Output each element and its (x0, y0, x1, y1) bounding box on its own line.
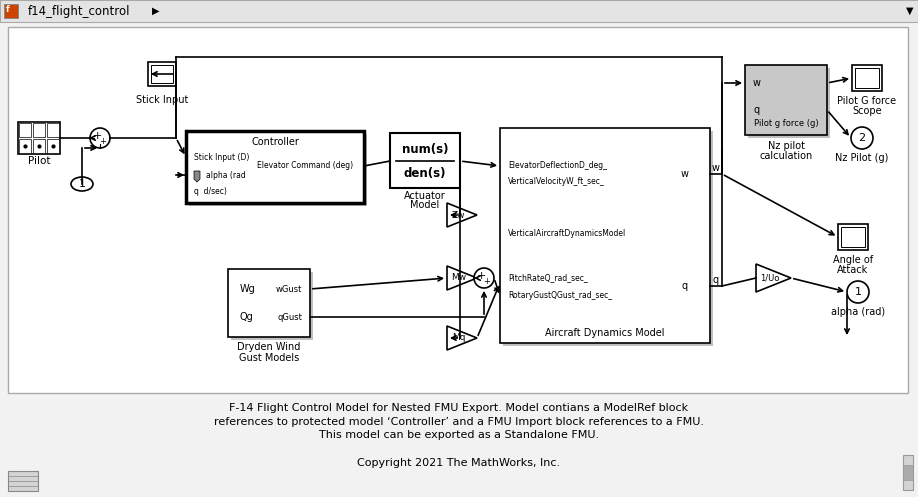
Text: This model can be exported as a Standalone FMU.: This model can be exported as a Standalo… (319, 430, 599, 440)
Text: den(s): den(s) (404, 167, 446, 180)
Text: Scope: Scope (852, 106, 882, 116)
FancyBboxPatch shape (500, 128, 710, 343)
Text: Controller: Controller (251, 137, 299, 147)
Text: Wg: Wg (240, 284, 256, 294)
Text: q: q (713, 275, 719, 285)
Polygon shape (447, 326, 477, 350)
Text: +: + (476, 271, 486, 281)
Circle shape (474, 268, 494, 288)
Polygon shape (194, 171, 200, 182)
Circle shape (847, 281, 869, 303)
Polygon shape (756, 264, 791, 292)
Text: Mq: Mq (452, 333, 465, 342)
Text: Stick Input: Stick Input (136, 95, 188, 105)
Text: PitchRateQ_rad_sec_: PitchRateQ_rad_sec_ (508, 273, 588, 282)
FancyBboxPatch shape (47, 139, 59, 153)
FancyBboxPatch shape (19, 123, 31, 137)
Text: +: + (484, 277, 490, 286)
Text: ▼: ▼ (906, 6, 913, 16)
FancyBboxPatch shape (903, 455, 913, 490)
Text: Gust Models: Gust Models (239, 353, 299, 363)
Text: qGust: qGust (277, 313, 302, 322)
Text: 2: 2 (858, 133, 866, 143)
Text: Aircraft Dynamics Model: Aircraft Dynamics Model (545, 328, 665, 338)
Text: Copyright 2021 The MathWorks, Inc.: Copyright 2021 The MathWorks, Inc. (357, 458, 561, 468)
Text: alpha (rad: alpha (rad (206, 170, 246, 179)
Text: f: f (6, 5, 10, 14)
FancyBboxPatch shape (19, 139, 31, 153)
Text: wGust: wGust (275, 284, 302, 294)
Text: calculation: calculation (759, 151, 812, 161)
FancyBboxPatch shape (8, 27, 908, 393)
FancyBboxPatch shape (841, 227, 865, 247)
FancyBboxPatch shape (503, 131, 713, 346)
Text: alpha (rad): alpha (rad) (831, 307, 885, 317)
FancyBboxPatch shape (855, 68, 879, 88)
Text: num(s): num(s) (402, 144, 448, 157)
Text: Qg: Qg (240, 312, 253, 322)
Text: F-14 Flight Control Model for Nested FMU Export. Model contians a ModelRef block: F-14 Flight Control Model for Nested FMU… (230, 403, 688, 413)
Ellipse shape (71, 177, 93, 191)
Text: f14_flight_control: f14_flight_control (28, 4, 130, 17)
FancyBboxPatch shape (33, 123, 45, 137)
Polygon shape (447, 203, 477, 227)
Text: Zw: Zw (452, 211, 465, 220)
Text: RotaryGustQGust_rad_sec_: RotaryGustQGust_rad_sec_ (508, 292, 612, 301)
Text: w: w (753, 78, 761, 88)
Text: references to protected model ‘Controller’ and a FMU Import block references to : references to protected model ‘Controlle… (214, 417, 704, 427)
Text: 1: 1 (79, 179, 85, 189)
Text: Pilot G force: Pilot G force (837, 96, 897, 106)
Polygon shape (447, 266, 477, 290)
Text: +: + (99, 138, 106, 147)
Text: 1: 1 (855, 287, 861, 297)
Text: Attack: Attack (837, 265, 868, 275)
Text: Elevator Command (deg): Elevator Command (deg) (257, 162, 353, 170)
FancyBboxPatch shape (33, 139, 45, 153)
Text: q: q (753, 105, 759, 115)
FancyBboxPatch shape (151, 65, 173, 83)
Text: q  d/sec): q d/sec) (194, 186, 227, 195)
FancyBboxPatch shape (0, 0, 918, 22)
Text: Nz pilot: Nz pilot (767, 141, 804, 151)
FancyBboxPatch shape (390, 133, 460, 188)
Text: Dryden Wind: Dryden Wind (238, 342, 301, 352)
FancyBboxPatch shape (852, 65, 882, 91)
Text: Model: Model (410, 200, 440, 210)
Text: VerticalAircraftDynamicsModel: VerticalAircraftDynamicsModel (508, 229, 626, 238)
Text: Pilot g force (g): Pilot g force (g) (754, 118, 818, 128)
FancyBboxPatch shape (189, 134, 367, 206)
Text: ElevatorDeflectionD_deg_: ElevatorDeflectionD_deg_ (508, 162, 607, 170)
Text: Stick Input (D): Stick Input (D) (194, 153, 250, 162)
FancyBboxPatch shape (186, 131, 364, 203)
Text: 1/Uo: 1/Uo (759, 273, 779, 282)
Text: VerticalVelocityW_ft_sec_: VerticalVelocityW_ft_sec_ (508, 177, 605, 186)
FancyBboxPatch shape (4, 4, 18, 18)
FancyBboxPatch shape (18, 122, 60, 154)
FancyBboxPatch shape (903, 465, 913, 480)
FancyBboxPatch shape (47, 123, 59, 137)
Circle shape (90, 128, 110, 148)
FancyBboxPatch shape (745, 65, 827, 135)
Text: w: w (681, 169, 689, 179)
Text: ▶: ▶ (152, 6, 160, 16)
FancyBboxPatch shape (8, 471, 38, 491)
FancyBboxPatch shape (838, 224, 868, 250)
Text: Actuator: Actuator (404, 191, 446, 201)
FancyBboxPatch shape (748, 68, 830, 138)
Text: Pilot: Pilot (28, 156, 50, 166)
Text: w: w (712, 163, 720, 173)
Text: Nz Pilot (g): Nz Pilot (g) (835, 153, 889, 163)
Text: Mw: Mw (451, 273, 466, 282)
Circle shape (851, 127, 873, 149)
FancyBboxPatch shape (228, 269, 310, 337)
FancyBboxPatch shape (148, 62, 176, 86)
Text: +: + (93, 131, 102, 141)
Text: q: q (682, 281, 688, 291)
Text: Angle of: Angle of (833, 255, 873, 265)
FancyBboxPatch shape (231, 272, 313, 340)
